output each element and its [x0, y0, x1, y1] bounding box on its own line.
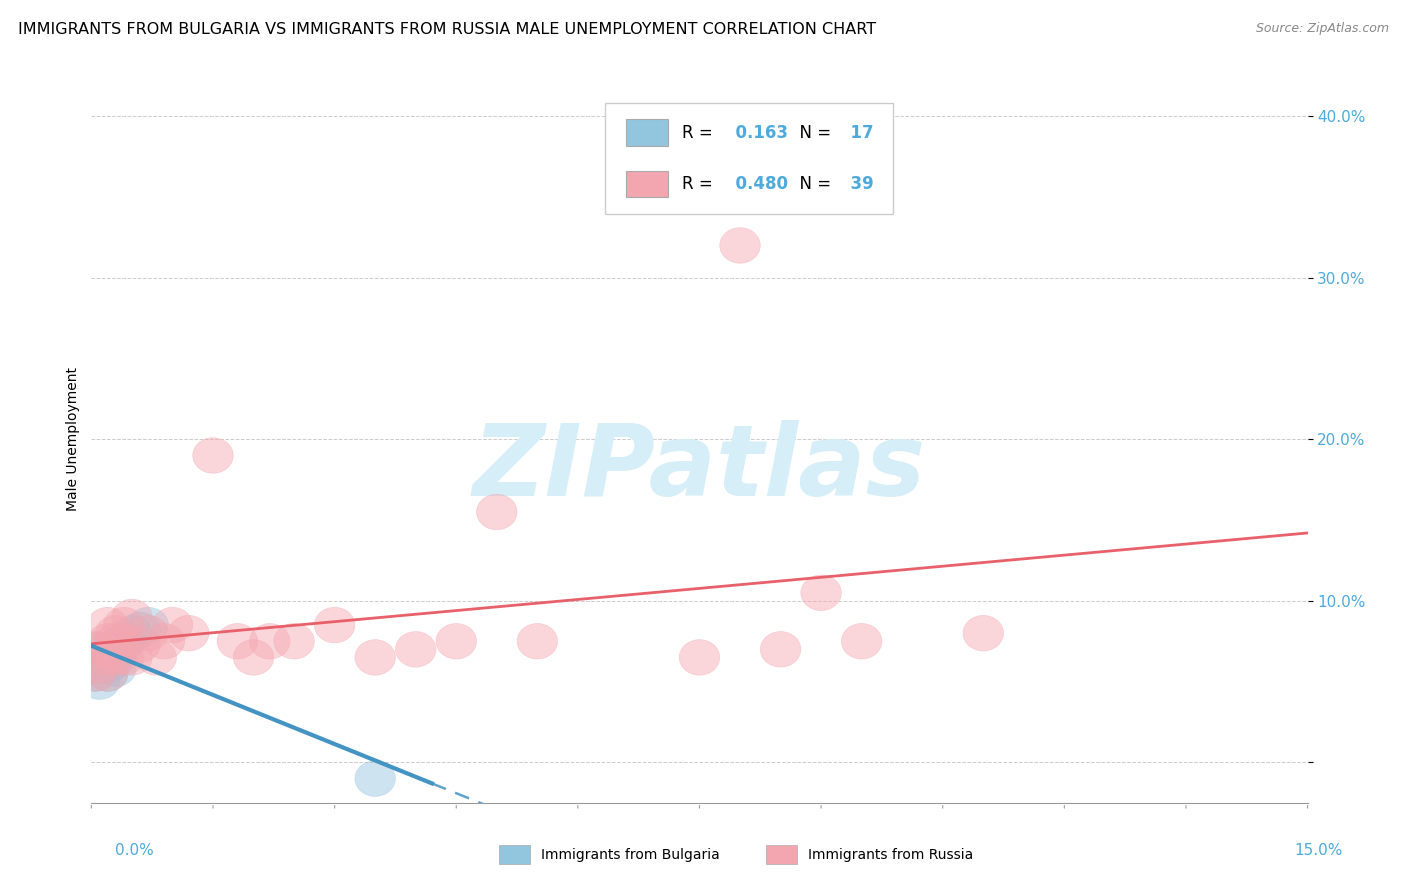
- Ellipse shape: [87, 624, 128, 659]
- Text: ZIPatlas: ZIPatlas: [472, 420, 927, 516]
- Ellipse shape: [96, 628, 136, 664]
- Text: Source: ZipAtlas.com: Source: ZipAtlas.com: [1256, 22, 1389, 36]
- Ellipse shape: [91, 645, 132, 680]
- Ellipse shape: [233, 640, 274, 675]
- Ellipse shape: [517, 624, 558, 659]
- Ellipse shape: [274, 624, 315, 659]
- Ellipse shape: [217, 624, 257, 659]
- Ellipse shape: [143, 624, 184, 659]
- Text: 0.0%: 0.0%: [115, 843, 155, 858]
- Ellipse shape: [87, 632, 128, 667]
- Ellipse shape: [315, 607, 354, 643]
- Ellipse shape: [128, 607, 169, 643]
- Ellipse shape: [120, 612, 160, 648]
- Ellipse shape: [96, 615, 136, 651]
- Text: N =: N =: [789, 175, 837, 193]
- Text: 0.163: 0.163: [724, 124, 789, 142]
- Text: 15.0%: 15.0%: [1295, 843, 1343, 858]
- Ellipse shape: [75, 656, 115, 691]
- Ellipse shape: [111, 599, 152, 635]
- Ellipse shape: [761, 632, 801, 667]
- Ellipse shape: [395, 632, 436, 667]
- Ellipse shape: [152, 607, 193, 643]
- Ellipse shape: [79, 664, 120, 699]
- Ellipse shape: [104, 607, 143, 643]
- Ellipse shape: [104, 624, 143, 659]
- Text: 39: 39: [839, 175, 875, 193]
- Text: R =: R =: [682, 124, 718, 142]
- Ellipse shape: [104, 627, 143, 662]
- Text: Immigrants from Bulgaria: Immigrants from Bulgaria: [541, 847, 720, 862]
- Ellipse shape: [79, 632, 120, 667]
- Ellipse shape: [841, 624, 882, 659]
- Ellipse shape: [436, 624, 477, 659]
- Ellipse shape: [128, 615, 169, 651]
- Text: 0.480: 0.480: [724, 175, 789, 193]
- Ellipse shape: [120, 627, 160, 662]
- Text: 17: 17: [839, 124, 875, 142]
- Text: Immigrants from Russia: Immigrants from Russia: [808, 847, 974, 862]
- Ellipse shape: [193, 438, 233, 474]
- Ellipse shape: [96, 635, 136, 670]
- Ellipse shape: [104, 624, 143, 659]
- Ellipse shape: [963, 615, 1004, 651]
- Ellipse shape: [75, 632, 115, 667]
- Ellipse shape: [477, 494, 517, 530]
- Ellipse shape: [83, 640, 124, 675]
- Ellipse shape: [96, 651, 136, 687]
- Ellipse shape: [249, 624, 290, 659]
- Ellipse shape: [169, 615, 209, 651]
- Ellipse shape: [354, 761, 395, 797]
- Ellipse shape: [87, 648, 128, 683]
- Ellipse shape: [136, 640, 177, 675]
- Ellipse shape: [96, 624, 136, 659]
- Text: R =: R =: [682, 175, 718, 193]
- Ellipse shape: [354, 640, 395, 675]
- Ellipse shape: [87, 607, 128, 643]
- Y-axis label: Male Unemployment: Male Unemployment: [66, 368, 80, 511]
- Ellipse shape: [720, 227, 761, 263]
- Ellipse shape: [83, 640, 124, 675]
- Ellipse shape: [104, 640, 143, 675]
- Ellipse shape: [96, 640, 136, 675]
- Ellipse shape: [801, 575, 841, 610]
- Ellipse shape: [679, 640, 720, 675]
- Ellipse shape: [79, 648, 120, 683]
- Ellipse shape: [87, 656, 128, 691]
- Ellipse shape: [75, 656, 115, 691]
- Ellipse shape: [79, 648, 120, 683]
- Ellipse shape: [87, 656, 128, 691]
- Text: IMMIGRANTS FROM BULGARIA VS IMMIGRANTS FROM RUSSIA MALE UNEMPLOYMENT CORRELATION: IMMIGRANTS FROM BULGARIA VS IMMIGRANTS F…: [18, 22, 876, 37]
- Ellipse shape: [111, 640, 152, 675]
- Ellipse shape: [111, 615, 152, 651]
- Text: N =: N =: [789, 124, 837, 142]
